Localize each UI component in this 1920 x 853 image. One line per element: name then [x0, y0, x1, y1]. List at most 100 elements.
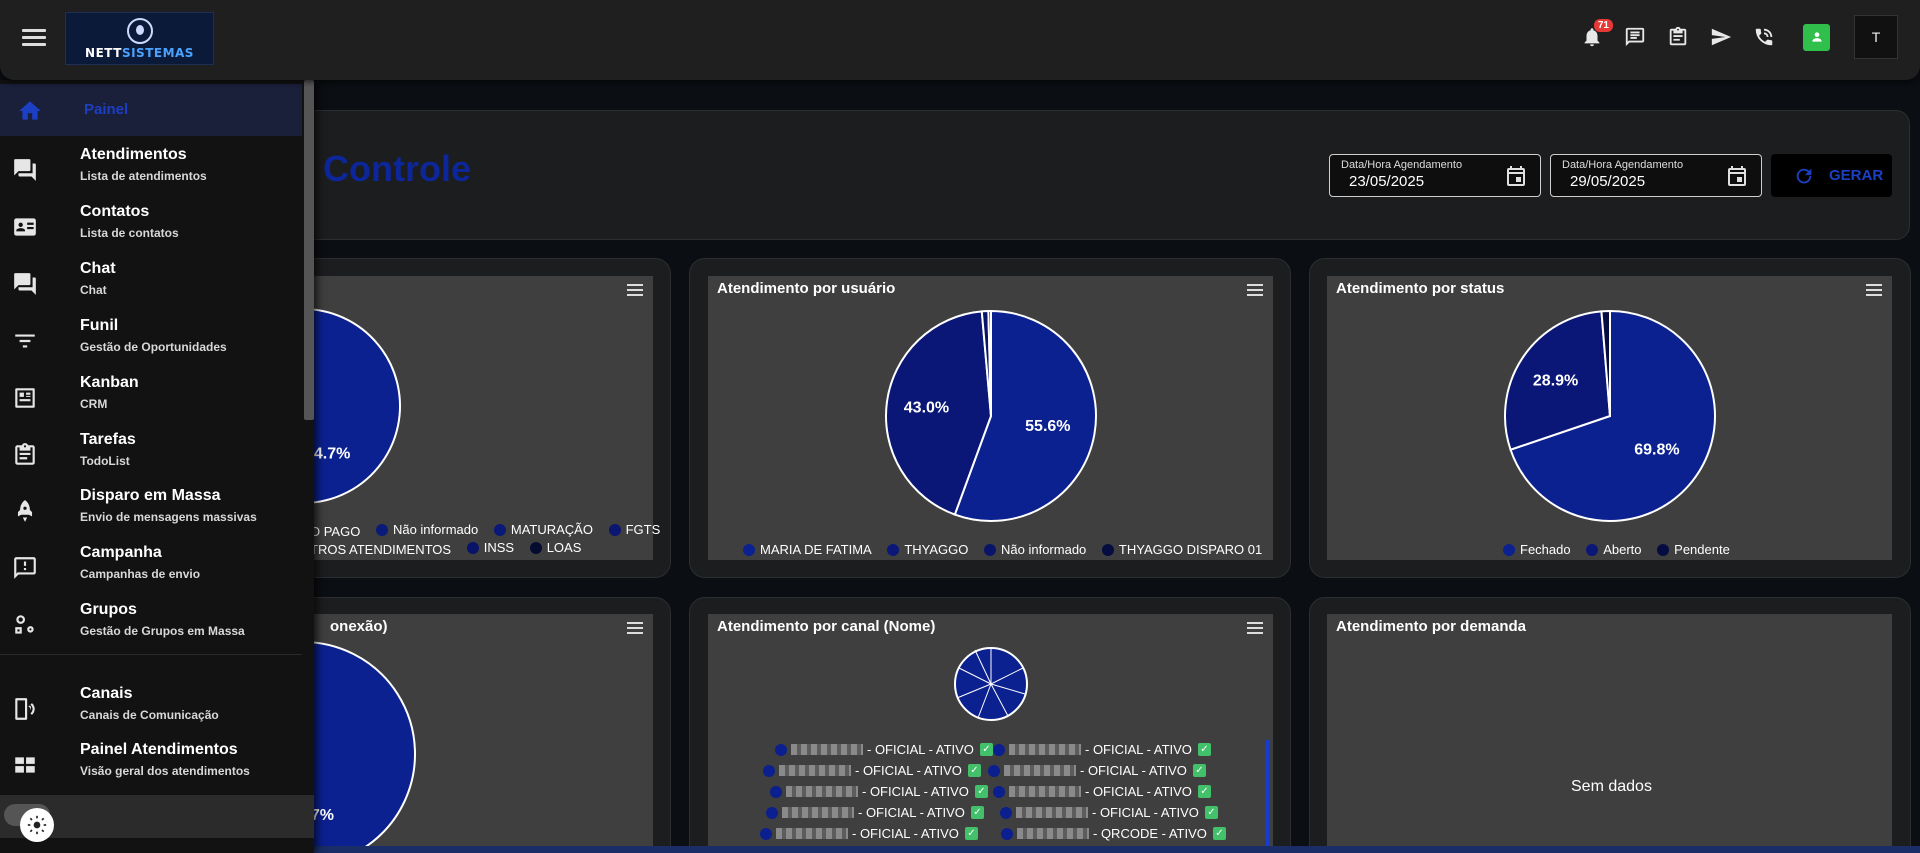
sidebar-item-grupos[interactable]: Grupos Gestão de Grupos em Massa — [0, 596, 302, 652]
chart-menu-icon[interactable] — [1247, 284, 1263, 296]
sidebar-item-sublabel: Lista de contatos — [80, 226, 179, 240]
pie-data-label: 55.6% — [1025, 418, 1070, 435]
notifications-bell-icon[interactable]: 71 — [1577, 19, 1613, 52]
chart-title: Atendimento por usuário — [717, 280, 896, 297]
chart-menu-icon[interactable] — [1247, 622, 1263, 634]
chart-title: Atendimento por status — [1336, 280, 1505, 297]
groups-icon — [12, 612, 38, 638]
sidebar-item-disparo-em-massa[interactable]: Disparo em Massa Envio de mensagens mass… — [0, 482, 302, 538]
sidebar: Painel Atendimentos Lista de atendimento… — [0, 80, 314, 853]
sidebar-item-sublabel: Lista de atendimentos — [80, 169, 207, 183]
pie-slice[interactable] — [1504, 310, 1612, 451]
legend-item[interactable]: MATURAÇÃO — [493, 522, 593, 537]
pie-slice[interactable] — [953, 309, 1097, 522]
sidebar-item-funil[interactable]: Funil Gestão de Oportunidades — [0, 312, 302, 368]
sidebar-item-chat[interactable]: Chat Chat — [0, 255, 302, 311]
channel-legend-item[interactable]: - OFICIAL - ATIVO ✓ — [775, 742, 993, 757]
chart-menu-icon[interactable] — [627, 284, 643, 296]
user-avatar[interactable]: T — [1854, 15, 1898, 59]
logo-text: NETTSISTEMAS — [85, 45, 194, 60]
tasks-clipboard-icon[interactable] — [1663, 22, 1693, 52]
sidebar-item-canais[interactable]: Canais Canais de Comunicação — [0, 680, 302, 736]
pie-chart-canal — [954, 647, 1028, 721]
sidebar-item-sublabel: Gestão de Grupos em Massa — [80, 624, 245, 638]
sidebar-item-label: Contatos — [80, 203, 150, 220]
legend-item[interactable]: Pendente — [1657, 542, 1730, 557]
legend-item[interactable]: TROS ATENDIMENTOS — [310, 541, 452, 557]
filter-icon — [12, 328, 38, 354]
menu-icon[interactable] — [20, 26, 48, 50]
channel-legend-item[interactable]: - QRCODE - ATIVO ✓ — [1001, 826, 1226, 841]
sidebar-item-contatos[interactable]: Contatos Lista de contatos — [0, 198, 302, 254]
chart-title: onexão) — [330, 618, 388, 635]
sidebar-item-label: Campanha — [80, 544, 162, 561]
legend-item[interactable]: INSS — [466, 540, 514, 555]
phone-call-icon[interactable] — [1749, 22, 1779, 52]
chat-icon — [12, 271, 38, 297]
sidebar-item-atendimentos[interactable]: Atendimentos Lista de atendimentos — [0, 141, 302, 197]
no-data-text: Sem dados — [1571, 778, 1652, 795]
end-date-value: 29/05/2025 — [1570, 173, 1646, 190]
pie-slice[interactable] — [1600, 309, 1611, 417]
generate-button[interactable]: GERAR — [1771, 154, 1892, 197]
sidebar-item-sublabel: Canais de Comunicação — [80, 708, 219, 722]
channel-legend-item[interactable]: - OFICIAL - ATIVO ✓ — [770, 784, 988, 799]
legend-item[interactable]: THYAGGO — [887, 542, 968, 557]
online-status-icon[interactable] — [1803, 23, 1830, 51]
legend-item[interactable]: Não informado — [984, 542, 1086, 557]
messages-icon[interactable] — [1620, 22, 1650, 52]
chart-menu-icon[interactable] — [627, 622, 643, 634]
sidebar-item-sublabel: CRM — [80, 397, 108, 411]
legend-item[interactable]: Não informado — [375, 522, 478, 537]
sidebar-item-label: Kanban — [80, 374, 139, 391]
logo[interactable]: NETTSISTEMAS — [65, 12, 214, 65]
legend-scrollbar[interactable] — [1266, 740, 1269, 853]
calendar-icon[interactable] — [1725, 164, 1749, 188]
sidebar-item-campanha[interactable]: Campanha Campanhas de envio — [0, 539, 302, 595]
pie-slice[interactable] — [987, 309, 992, 417]
sidebar-scrollbar[interactable] — [304, 80, 314, 420]
start-date-label: Data/Hora Agendamento — [1341, 159, 1463, 171]
logo-mark-icon — [126, 17, 153, 44]
sidebar-item-tarefas[interactable]: Tarefas TodoList — [0, 426, 302, 482]
legend-item[interactable]: FGTS — [608, 522, 660, 537]
legend-item[interactable]: MARIA DE FATIMA — [743, 542, 872, 557]
chart-panel-conexao: onexão) 95.7%4.3% — [260, 614, 653, 853]
channel-legend-item[interactable]: - OFICIAL - ATIVO ✓ — [1000, 805, 1218, 820]
sidebar-item-painel[interactable]: Painel — [0, 84, 302, 136]
top-bar: NETTSISTEMAS 71 T — [0, 0, 1920, 80]
bottom-strip — [0, 846, 1920, 853]
channel-legend-item[interactable]: - OFICIAL - ATIVO ✓ — [988, 763, 1206, 778]
sidebar-item-label: Grupos — [80, 601, 137, 618]
pie-slice[interactable] — [885, 310, 993, 516]
legend-item[interactable]: Fechado — [1503, 542, 1571, 557]
sidebar-item-kanban[interactable]: Kanban CRM — [0, 369, 302, 425]
theme-toggle[interactable] — [4, 804, 54, 842]
top-icons: 71 T — [1564, 15, 1898, 59]
pie-slice[interactable] — [1509, 309, 1716, 522]
legend-item[interactable]: Aberto — [1586, 542, 1642, 557]
legend-item[interactable]: THYAGGO DISPARO 01 — [1101, 542, 1262, 557]
sidebar-item-sublabel: Visão geral dos atendimentos — [80, 764, 250, 778]
sidebar-item-sublabel: Envio de mensagens massivas — [80, 510, 257, 524]
end-date-field[interactable]: Data/Hora Agendamento 29/05/2025 — [1550, 154, 1762, 197]
pie-chart-usuario: 55.6% 43.0% — [885, 309, 1097, 522]
channel-legend-item[interactable]: - OFICIAL - ATIVO ✓ — [993, 784, 1211, 799]
sidebar-item-painel-atendimentos[interactable]: Painel Atendimentos Visão geral dos aten… — [0, 736, 302, 792]
pie-chart-categoria: 84.7%9.8% — [260, 307, 401, 504]
channel-legend-item[interactable]: - OFICIAL - ATIVO ✓ — [993, 742, 1211, 757]
start-date-value: 23/05/2025 — [1349, 173, 1425, 190]
channel-legend-item[interactable]: - OFICIAL - ATIVO ✓ — [763, 763, 981, 778]
end-date-label: Data/Hora Agendamento — [1562, 159, 1684, 171]
sidebar-item-label: Disparo em Massa — [80, 487, 221, 504]
channel-legend-item[interactable]: - OFICIAL - ATIVO ✓ — [760, 826, 978, 841]
send-icon[interactable] — [1706, 22, 1736, 52]
chart-menu-icon[interactable] — [1866, 284, 1882, 296]
legend-item[interactable]: LOAS — [529, 540, 581, 555]
notification-badge: 71 — [1593, 19, 1613, 32]
chart-panel-usuario: Atendimento por usuário 55.6% 43.0% MARIA… — [708, 276, 1273, 560]
calendar-icon[interactable] — [1504, 164, 1528, 188]
channel-legend-item[interactable]: - OFICIAL - ATIVO ✓ — [766, 805, 984, 820]
legend-item[interactable]: O PAGO — [310, 523, 361, 539]
start-date-field[interactable]: Data/Hora Agendamento 23/05/2025 — [1329, 154, 1541, 197]
